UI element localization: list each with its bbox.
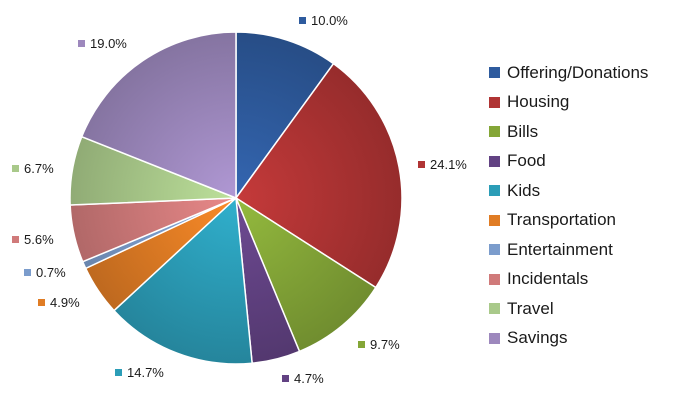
legend-item: Entertainment — [489, 235, 689, 265]
legend-item: Offering/Donations — [489, 58, 689, 88]
data-label-swatch — [12, 165, 19, 172]
data-labels: 10.0% 24.1% 9.7% 4.7% 14.7% 4.9% 0.7% 5.6% 6.7% 1… — [12, 13, 467, 386]
legend-item: Food — [489, 147, 689, 177]
data-label-swatch — [358, 341, 365, 348]
data-label-swatch — [299, 17, 306, 24]
pie-slice-savings — [80, 31, 237, 200]
data-label-travel: 6.7% — [12, 161, 54, 176]
legend-item: Kids — [489, 176, 689, 206]
legend-label: Incidentals — [507, 269, 589, 289]
legend-item: Bills — [489, 117, 689, 147]
data-label-food: 4.7% — [282, 371, 324, 386]
legend-item: Transportation — [489, 206, 689, 236]
legend-swatch — [489, 244, 500, 256]
data-label-savings: 19.0% — [78, 36, 127, 51]
legend-item: Housing — [489, 88, 689, 118]
legend-swatch — [489, 332, 500, 344]
legend-label: Transportation — [507, 210, 616, 230]
legend-label: Bills — [507, 121, 539, 141]
data-label-text: 6.7% — [24, 161, 54, 176]
legend-swatch — [489, 273, 500, 285]
legend-item: Savings — [489, 324, 689, 354]
legend-label: Housing — [507, 92, 570, 112]
legend-swatch — [489, 126, 500, 138]
legend-swatch — [489, 303, 500, 315]
data-label-text: 4.9% — [50, 295, 80, 310]
legend-label: Travel — [507, 298, 554, 318]
pie-slices — [69, 31, 403, 365]
data-label-swatch — [115, 369, 122, 376]
legend-swatch — [489, 155, 500, 167]
data-label-text: 10.0% — [311, 13, 348, 28]
data-label-swatch — [38, 299, 45, 306]
data-label-swatch — [12, 236, 19, 243]
data-label-swatch — [24, 269, 31, 276]
pie-slice-housing — [234, 62, 403, 289]
legend-swatch — [489, 96, 500, 108]
legend: Offering/Donations Housing Bills Food Kids Tr… — [489, 58, 689, 353]
data-label-housing: 24.1% — [418, 157, 467, 172]
data-label-entertainment: 0.7% — [24, 265, 66, 280]
pie-slice-offering-donations — [235, 31, 335, 201]
data-label-bills: 9.7% — [358, 337, 400, 352]
legend-swatch — [489, 67, 500, 79]
legend-item: Travel — [489, 294, 689, 324]
legend-label: Food — [507, 151, 546, 171]
legend-label: Savings — [507, 328, 568, 348]
data-label-offering-donations: 10.0% — [299, 13, 348, 28]
legend-item: Incidentals — [489, 265, 689, 295]
data-label-swatch — [282, 375, 289, 382]
data-label-swatch — [78, 40, 85, 47]
legend-swatch — [489, 214, 500, 226]
pie-slice-kids — [112, 196, 253, 365]
legend-label: Offering/Donations — [507, 62, 649, 82]
data-label-transportation: 4.9% — [38, 295, 80, 310]
data-label-text: 9.7% — [370, 337, 400, 352]
data-label-text: 19.0% — [90, 36, 127, 51]
data-label-text: 14.7% — [127, 365, 164, 380]
data-label-text: 4.7% — [294, 371, 324, 386]
legend-label: Kids — [507, 180, 541, 200]
legend-label: Entertainment — [507, 239, 613, 259]
pie-slice-bills — [234, 196, 377, 353]
data-label-text: 5.6% — [24, 232, 54, 247]
data-label-incidentals: 5.6% — [12, 232, 54, 247]
data-label-text: 24.1% — [430, 157, 467, 172]
data-label-text: 0.7% — [36, 265, 66, 280]
data-label-swatch — [418, 161, 425, 168]
legend-swatch — [489, 185, 500, 197]
data-label-kids: 14.7% — [115, 365, 164, 380]
